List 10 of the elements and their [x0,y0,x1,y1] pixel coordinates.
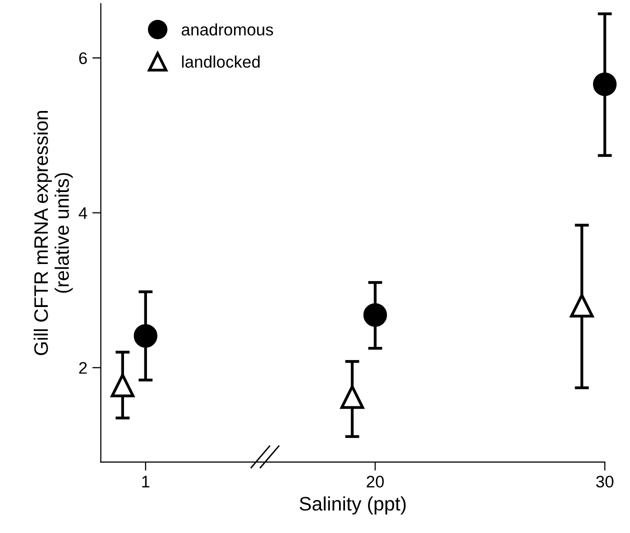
y-tick-label: 2 [79,362,87,374]
x-tick-label: 20 [366,476,384,488]
x-tick-label: 30 [596,476,614,488]
x-axis-title: Salinity (ppt) [300,496,406,515]
legend-label: anadromous [182,23,274,36]
y-tick-label: 4 [78,207,88,219]
y-tick-label: 6 [79,52,87,64]
y-axis-title: Gill CFTR mRNA expression (relative units) [34,111,73,356]
legend-label: landlocked [182,56,260,68]
x-tick-label: 1 [142,476,150,488]
